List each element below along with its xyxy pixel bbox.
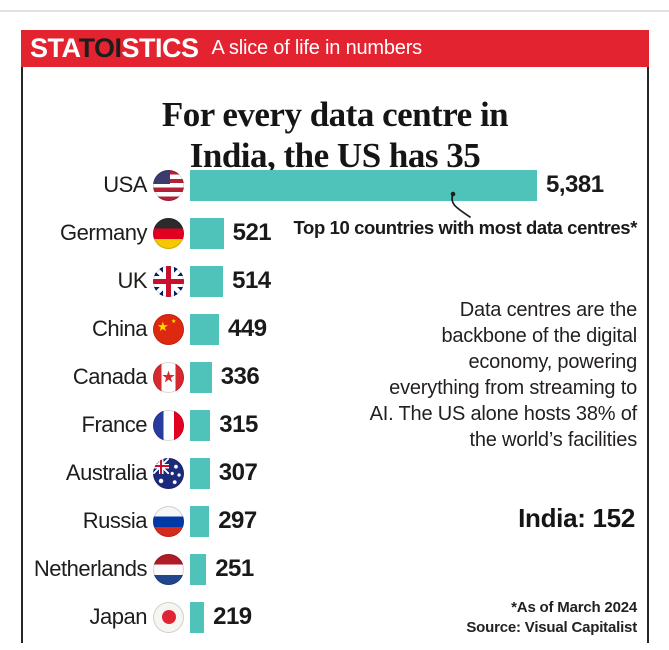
chart-row: Germany 521 xyxy=(23,209,643,257)
value-label: 251 xyxy=(215,555,254,582)
value-label: 514 xyxy=(232,267,271,294)
chart-row: USA 5,381 xyxy=(23,161,643,209)
bar xyxy=(190,361,212,393)
value-label: 336 xyxy=(220,363,260,390)
bar xyxy=(190,217,224,249)
value-label: 219 xyxy=(213,603,252,630)
usa-flag-icon xyxy=(153,169,184,201)
bar xyxy=(190,457,210,489)
annotation-arrow-icon xyxy=(450,191,471,218)
bar xyxy=(190,553,207,585)
france-flag-icon xyxy=(153,409,184,441)
country-label: Japan xyxy=(89,604,148,629)
china-flag-icon xyxy=(153,313,184,345)
masthead: STATOISTICS A slice of life in numbers xyxy=(21,30,649,67)
bar xyxy=(190,409,211,441)
chart-row: China 449 xyxy=(23,305,643,353)
chart-row: Netherlands 251 xyxy=(23,545,643,593)
bar xyxy=(190,505,210,537)
germany-flag-icon xyxy=(153,217,184,249)
bar xyxy=(190,313,219,345)
country-label: China xyxy=(92,316,147,341)
russia-flag-icon xyxy=(153,505,184,537)
canada-flag-icon xyxy=(153,361,184,393)
logo-toi-highlight: TOI xyxy=(78,33,123,63)
statoistics-logo: STATOISTICS xyxy=(30,35,199,62)
bar xyxy=(190,601,205,633)
value-label: 297 xyxy=(218,507,257,534)
bar xyxy=(190,265,224,297)
logo-prefix: STA xyxy=(30,33,79,63)
country-label: UK xyxy=(117,268,147,293)
chart-row: Russia 297 xyxy=(23,497,643,545)
logo-suffix: STICS xyxy=(121,33,200,63)
value-label: 307 xyxy=(218,459,258,486)
country-label: USA xyxy=(103,172,147,197)
chart-row: Canada 336 xyxy=(23,353,643,401)
value-label: 521 xyxy=(232,219,272,246)
australia-flag-icon xyxy=(153,457,184,489)
country-label: Germany xyxy=(60,220,147,245)
india-count: India: 152 xyxy=(518,503,635,533)
top-divider xyxy=(0,10,669,12)
chart-row: Japan 219 xyxy=(23,593,643,641)
country-label: France xyxy=(81,412,148,437)
masthead-tagline: A slice of life in numbers xyxy=(211,37,423,59)
country-label: Australia xyxy=(65,460,148,485)
chart-row: UK 514 xyxy=(23,257,643,305)
bar xyxy=(190,169,537,201)
value-label: 449 xyxy=(228,315,267,342)
bar-chart: USA 5,381 Germany 521 UK 514 China 449 Canada 336… xyxy=(23,161,643,641)
chart-row: France 315 xyxy=(23,401,643,449)
country-label: Russia xyxy=(82,508,148,533)
country-label: Canada xyxy=(72,364,148,389)
value-label: 315 xyxy=(219,411,258,438)
page-frame xyxy=(21,30,649,643)
page-title: For every data centre in India, the US h… xyxy=(161,95,509,176)
value-label: 5,381 xyxy=(546,171,604,198)
japan-flag-icon xyxy=(153,601,184,633)
source-footnote: *As of March 2024 Source: Visual Capital… xyxy=(466,599,637,636)
chart-row: Australia 307 xyxy=(23,449,643,497)
body-text: Data centres are the backbone of the dig… xyxy=(369,299,638,451)
netherlands-flag-icon xyxy=(153,553,184,585)
country-label: Netherlands xyxy=(33,556,148,581)
chart-annotation: Top 10 countries with most data centres* xyxy=(293,217,638,238)
uk-flag-icon xyxy=(153,265,184,297)
